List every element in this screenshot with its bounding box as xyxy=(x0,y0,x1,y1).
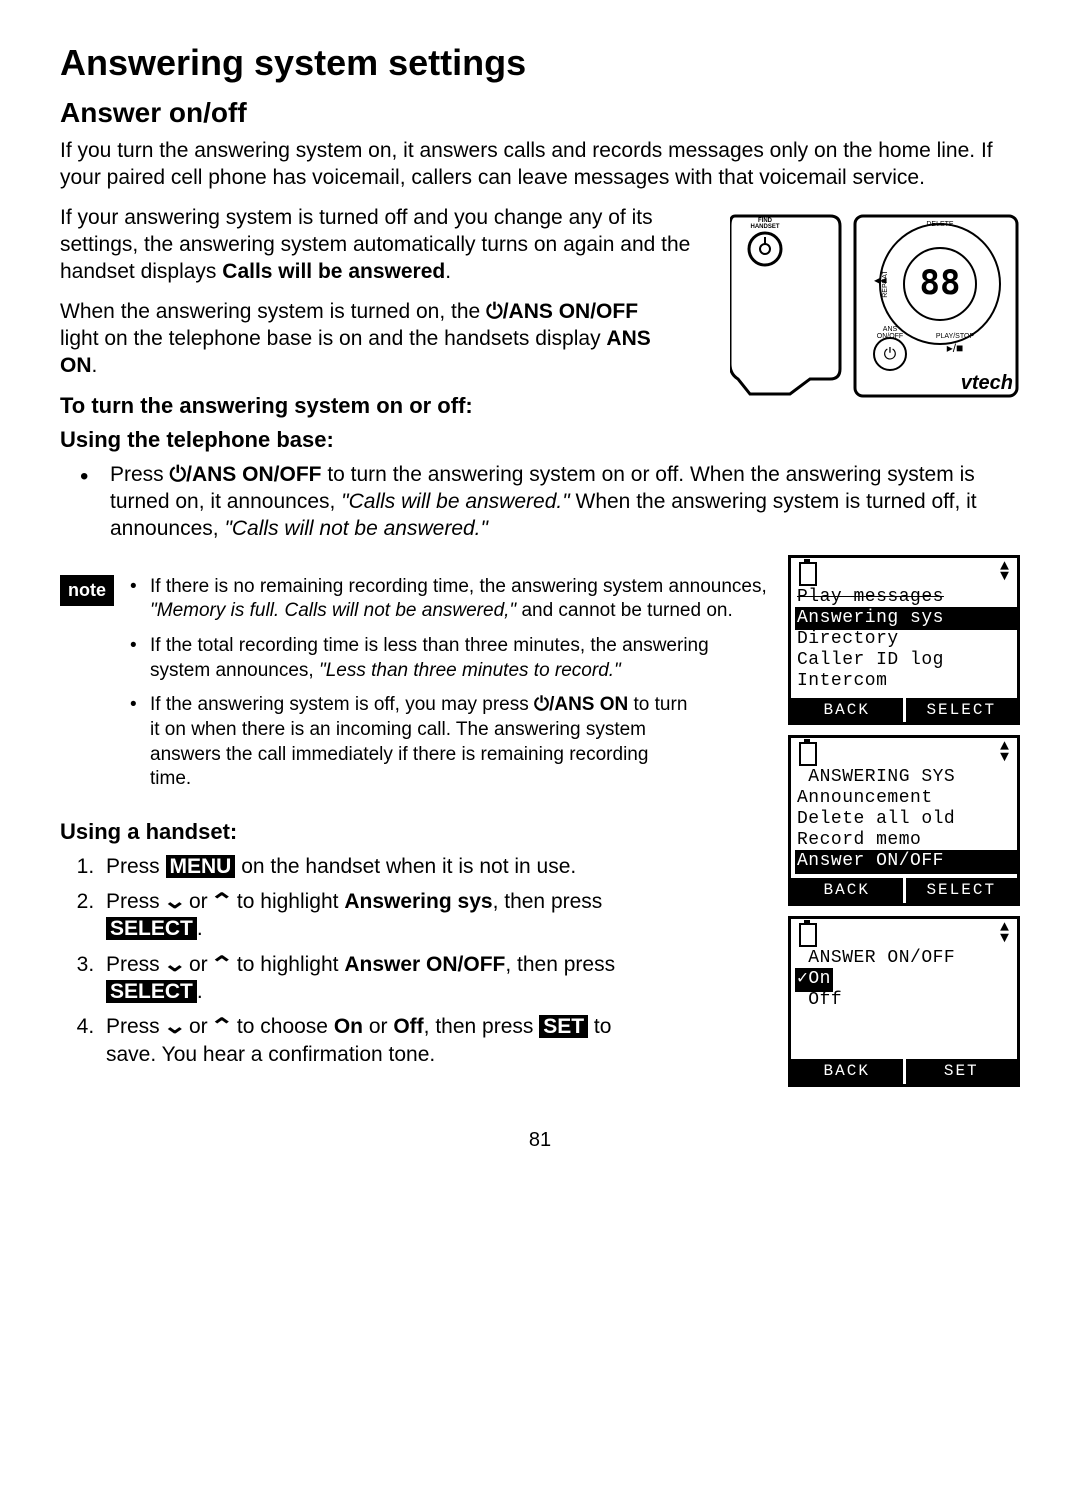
svg-text:▸/■: ▸/■ xyxy=(947,341,964,355)
ans-onoff-label: ANS xyxy=(883,326,898,333)
step-item: Press ⌄ or ⌃ to highlight Answer ON/OFF,… xyxy=(100,951,666,1006)
paragraph: If you turn the answering system on, it … xyxy=(60,137,1020,192)
softkey-set: SET xyxy=(903,1059,1018,1084)
softkey-back: BACK xyxy=(791,1059,903,1084)
base-display: 88 xyxy=(920,263,961,303)
handset-screens: ▲▼ Play messages Answering sys Directory… xyxy=(788,555,1020,1097)
lcd-screen-1: ▲▼ Play messages Answering sys Directory… xyxy=(788,555,1020,726)
step-item: Press ⌄ or ⌃ to highlight Answering sys,… xyxy=(100,888,666,943)
scroll-arrows-icon: ▲▼ xyxy=(1000,742,1009,764)
bullet-item: Press ⏻/ANS ON/OFF to turn the answering… xyxy=(100,461,1020,543)
delete-label: DELETE xyxy=(926,221,954,228)
battery-icon xyxy=(799,923,817,947)
softkey-back: BACK xyxy=(791,698,903,723)
note-item: If the answering system is off, you may … xyxy=(130,693,690,792)
softkey-back: BACK xyxy=(791,878,903,903)
page-title: Answering system settings xyxy=(60,40,1020,87)
note-item: If the total recording time is less than… xyxy=(130,634,768,683)
softkey-select: SELECT xyxy=(903,878,1018,903)
svg-text:◂◂: ◂◂ xyxy=(874,273,886,287)
note-item: If there is no remaining recording time,… xyxy=(130,575,768,624)
brand-label: vtech xyxy=(961,372,1013,394)
lcd-screen-3: ▲▼ ANSWER ON/OFF ✓On Off BACKSET xyxy=(788,916,1020,1087)
page-number: 81 xyxy=(60,1127,1020,1153)
scroll-arrows-icon: ▲▼ xyxy=(1000,923,1009,945)
play-stop-label: PLAY/STOP xyxy=(936,333,975,340)
svg-text:HANDSET: HANDSET xyxy=(750,224,779,230)
step-item: Press ⌄ or ⌃ to choose On or Off, then p… xyxy=(100,1013,666,1068)
section-title: Answer on/off xyxy=(60,95,1020,131)
battery-icon xyxy=(799,742,817,766)
scroll-arrows-icon: ▲▼ xyxy=(1000,562,1009,584)
softkey-select: SELECT xyxy=(903,698,1018,723)
telephone-base-illustration: FIND HANDSET 88 DELETE REPEAT ◂◂ ⏻ ANS O… xyxy=(730,204,1020,404)
instruction-subheading: Using the telephone base: xyxy=(60,426,1020,455)
svg-text:ON/OFF: ON/OFF xyxy=(877,333,903,340)
lcd-screen-2: ▲▼ ANSWERING SYS Announcement Delete all… xyxy=(788,735,1020,906)
battery-icon xyxy=(799,562,817,586)
svg-text:⏻: ⏻ xyxy=(884,346,897,363)
paragraph: When the answering system is turned on, … xyxy=(60,298,670,380)
note-badge: note xyxy=(60,575,114,606)
